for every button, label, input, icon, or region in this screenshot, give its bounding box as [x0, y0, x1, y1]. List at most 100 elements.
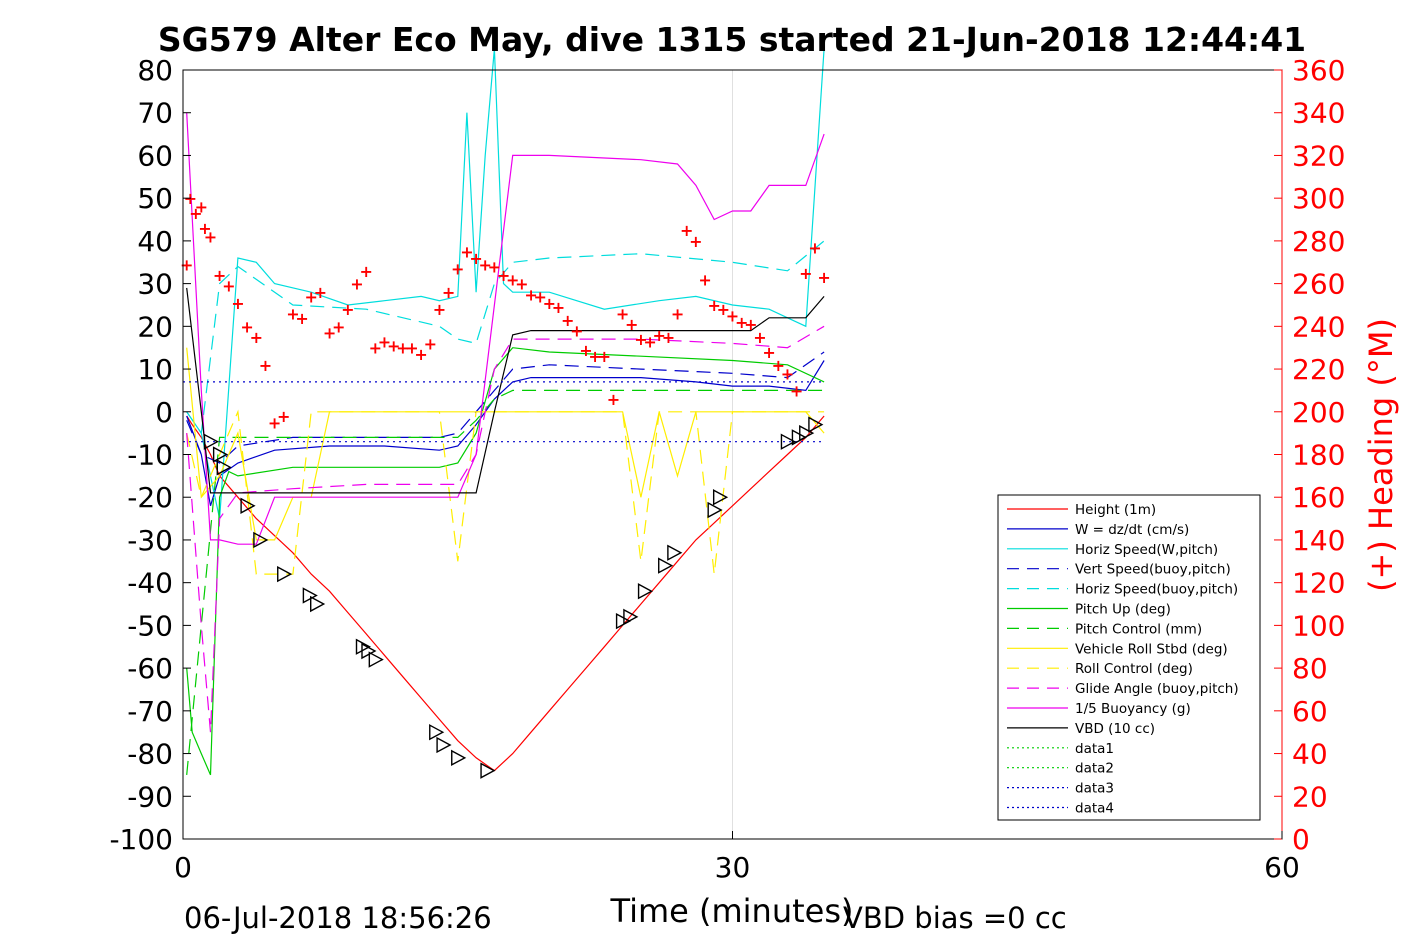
heading-point: + [726, 307, 739, 326]
dive-marker [615, 612, 632, 630]
heading-point: + [378, 332, 391, 351]
dive-marker [310, 595, 326, 613]
right-tick-label: 320 [1292, 139, 1345, 172]
right-tick-label: 80 [1292, 652, 1328, 685]
heading-point: + [268, 413, 281, 432]
heading-point: + [451, 260, 464, 279]
dive-marker [302, 587, 318, 604]
legend-label: data3 [1075, 781, 1114, 797]
left-tick-label: 80 [137, 54, 173, 87]
right-tick-label: 300 [1292, 182, 1345, 215]
heading-point: + [735, 313, 748, 332]
x-tick-label: 60 [1264, 851, 1300, 884]
legend-label: Horiz Speed(buoy,pitch) [1075, 582, 1238, 598]
x-tick-label: 0 [174, 851, 192, 884]
heading-layer: ++++++++++++++++++++++++++++++++++++++++… [180, 189, 831, 432]
left-tick-label: -90 [127, 780, 173, 813]
legend-label: data1 [1075, 741, 1114, 757]
heading-point: + [369, 339, 382, 358]
left-tick-label: 0 [155, 396, 173, 429]
right-tick-label: 20 [1292, 780, 1328, 813]
heading-point: + [762, 343, 775, 362]
dive-marker [799, 424, 815, 442]
dive-marker [707, 501, 723, 519]
dive-marker [216, 459, 232, 476]
heading-point: + [689, 232, 702, 251]
heading-point: + [506, 270, 519, 289]
series-pitch-up-deg [186, 347, 825, 776]
series-layer [183, 48, 825, 776]
right-tick-label: 260 [1292, 268, 1345, 301]
left-tick-label: -10 [127, 439, 173, 472]
heading-point: + [671, 305, 684, 324]
heading-point: + [350, 275, 363, 294]
legend-label: W = dz/dt (cm/s) [1075, 522, 1189, 538]
legend-label: Horiz Speed(W,pitch) [1075, 542, 1218, 558]
heading-point: + [204, 228, 217, 247]
heading-point: + [570, 322, 583, 341]
footer-vbd-bias: VBD bias =0 cc [843, 901, 1067, 935]
legend-label: Height (1m) [1075, 502, 1156, 518]
heading-point: + [323, 324, 336, 343]
series-glide-angle-buoy-pitch [186, 325, 825, 733]
heading-point: + [598, 347, 611, 366]
heading-point: + [607, 390, 620, 409]
series-horiz-speed-w-pitch [186, 48, 825, 519]
series-pitch-control-mm [186, 389, 825, 775]
heading-point: + [396, 339, 409, 358]
heading-point: + [198, 219, 211, 238]
right-tick-label: 140 [1292, 524, 1345, 557]
dive-marker [658, 557, 674, 574]
heading-point: + [698, 270, 711, 289]
heading-point: + [250, 328, 263, 347]
left-tick-label: -20 [127, 481, 173, 514]
right-tick-label: 240 [1292, 310, 1345, 343]
heading-point: + [277, 407, 290, 426]
heading-point: + [561, 311, 574, 330]
left-tick-label: -100 [109, 823, 173, 856]
dive-marker [361, 642, 377, 660]
left-tick-label: -50 [127, 609, 173, 642]
dive-marker [355, 638, 371, 655]
heading-point: + [634, 330, 647, 349]
heading-point: + [433, 300, 446, 319]
legend-label: Pitch Up (deg) [1075, 602, 1171, 618]
series-1-5-buoyancy-g [186, 112, 825, 545]
heading-point: + [543, 294, 556, 313]
dive-marker [212, 446, 229, 463]
left-tick-label: -70 [127, 695, 173, 728]
right-tick-label: 180 [1292, 439, 1345, 472]
heading-point: + [524, 285, 537, 304]
left-tick-label: 70 [137, 97, 173, 130]
dive-marker [240, 497, 256, 514]
heading-point: + [332, 317, 345, 336]
heading-point: + [753, 328, 766, 347]
heading-point: + [414, 345, 427, 364]
series-horiz-speed-buoy-pitch [186, 240, 825, 435]
heading-point: + [341, 300, 354, 319]
legend-label: Vehicle Roll Stbd (deg) [1075, 641, 1228, 657]
heading-point: + [680, 221, 693, 240]
heading-point: + [286, 305, 299, 324]
dive-marker [667, 544, 683, 561]
heading-point: + [662, 328, 675, 347]
heading-point: + [405, 339, 418, 358]
heading-point: + [424, 334, 437, 353]
left-tick-label: -80 [127, 738, 173, 771]
dive-marker [808, 416, 824, 433]
right-tick-label: 220 [1292, 353, 1345, 386]
chart-title: SG579 Alter Eco May, dive 1315 started 2… [158, 20, 1306, 59]
heading-point: + [781, 364, 794, 383]
right-axis: 3603403203002802602402202001801601401201… [1274, 54, 1345, 856]
heading-point: + [442, 283, 455, 302]
heading-point: + [817, 268, 830, 287]
heading-point: + [180, 255, 193, 274]
heading-point: + [808, 238, 821, 257]
right-tick-label: 120 [1292, 567, 1345, 600]
right-axis-label: (+) Heading (°M) [1362, 318, 1400, 592]
heading-point: + [195, 198, 208, 217]
legend: Height (1m) W = dz/dt (cm/s) Horiz Speed(W… [997, 494, 1261, 821]
heading-point: + [213, 266, 226, 285]
dive-marker [436, 736, 452, 754]
x-tick-label: 30 [715, 851, 751, 884]
